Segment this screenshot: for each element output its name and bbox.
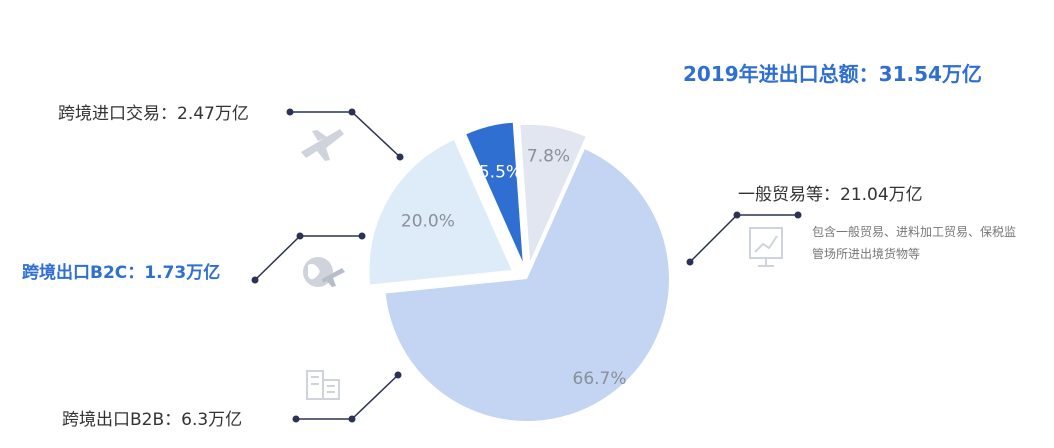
leader-dots: [251, 108, 802, 423]
chart-monitor-icon: [749, 227, 783, 267]
leader-dot: [733, 211, 741, 219]
leader-dot: [292, 415, 300, 423]
pie-slice-2: [466, 122, 523, 262]
leader-dot: [396, 153, 404, 161]
pct-label-0: 66.7%: [573, 369, 627, 389]
total-label: 2019年进出口总额：31.54万亿: [683, 62, 982, 86]
globe-plane-icon: [303, 257, 345, 287]
label-import: 跨境进口交易：2.47万亿: [58, 104, 249, 124]
leader-dot: [348, 415, 356, 423]
pie-slices: [369, 122, 669, 421]
pct-label-3: 7.8%: [527, 147, 570, 167]
pie-slice-3: [520, 124, 586, 262]
airplane-icon: [301, 129, 344, 161]
pie-slice-0: [385, 149, 669, 421]
pct-label-1: 20.0%: [401, 212, 455, 232]
leader-dot: [358, 232, 366, 240]
general-trade-note: 包含一般贸易、进料加工贸易、保税监管场所进出境货物等: [812, 225, 1017, 261]
percent-labels: 66.7% 20.0% 5.5%7.8%: [401, 147, 627, 389]
leader-dot: [794, 211, 802, 219]
pie-slice-1: [369, 140, 512, 285]
leader-dot: [348, 108, 356, 116]
leader-dot: [251, 276, 259, 284]
label-export-b2b: 跨境出口B2B：6.3万亿: [62, 410, 243, 430]
leader-dot: [296, 232, 304, 240]
leader-dot: [286, 108, 294, 116]
leader-dot: [394, 371, 402, 379]
buildings-icon: [306, 370, 340, 400]
pct-label-2: 5.5%: [479, 162, 522, 182]
label-general-trade: 一般贸易等：21.04万亿: [738, 185, 923, 205]
leader-line-b2b: [296, 374, 399, 420]
label-export-b2c: 跨境出口B2C：1.73万亿: [22, 263, 221, 283]
leader-dot: [686, 258, 694, 266]
